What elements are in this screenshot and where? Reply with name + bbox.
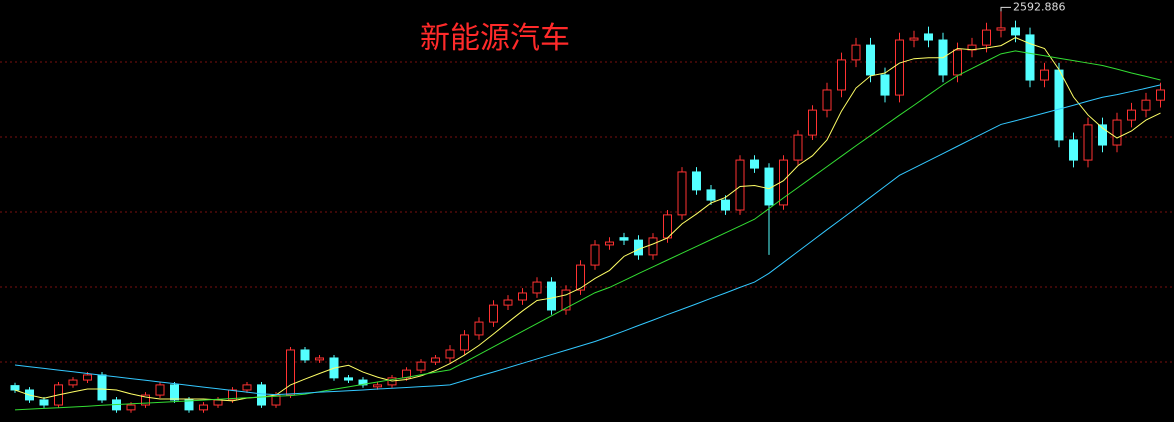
candle-body — [590, 244, 600, 266]
candle-body — [634, 239, 643, 256]
grid — [0, 61, 1174, 363]
candle-body — [561, 289, 571, 311]
candle-body — [141, 394, 150, 406]
candle-body — [851, 44, 861, 61]
candle-body — [184, 399, 194, 411]
candle-body — [68, 379, 78, 386]
candle-body — [126, 404, 136, 411]
candle-body — [721, 199, 730, 211]
candle-body — [909, 37, 919, 41]
candle-body — [1156, 89, 1165, 101]
candle-body — [663, 214, 672, 239]
candle-body — [286, 349, 295, 396]
candle-body — [1127, 109, 1136, 121]
candle-body — [1083, 124, 1093, 161]
candle-body — [576, 264, 585, 291]
candle-body — [315, 357, 324, 361]
candle-body — [1069, 139, 1078, 161]
candle-body — [735, 159, 745, 211]
moving-average-line — [14, 50, 1161, 411]
candle-body — [1112, 119, 1122, 146]
candle-body — [837, 59, 846, 91]
moving-average-line — [14, 37, 1161, 402]
candle-body — [895, 39, 904, 96]
candle-body — [808, 109, 817, 136]
candle-body — [431, 357, 440, 363]
candle-body — [257, 384, 266, 406]
candle-body — [1054, 69, 1064, 141]
candle-body — [1040, 69, 1049, 81]
candle-body — [953, 49, 962, 76]
candle-body — [924, 33, 933, 41]
candle-body — [445, 349, 455, 359]
candle-body — [199, 404, 208, 411]
candle-body — [532, 281, 542, 294]
candle-body — [764, 167, 774, 206]
chart-title: 新能源汽车 — [420, 21, 570, 56]
candle-body — [1025, 34, 1035, 81]
candle-body — [213, 399, 223, 406]
candle-body — [793, 134, 803, 161]
candle-body — [619, 237, 629, 241]
candle-body — [648, 237, 658, 256]
candle-body — [822, 89, 832, 111]
candle-body — [489, 304, 498, 323]
candle-body — [155, 384, 165, 396]
candle-body — [474, 321, 484, 336]
candle-body — [605, 241, 614, 246]
candle-body — [518, 292, 527, 301]
candle-body — [982, 29, 991, 46]
candle-body — [1011, 27, 1020, 36]
candle-body — [10, 385, 20, 391]
candle-body — [83, 374, 92, 381]
max-price-label: 2592.886 — [1013, 0, 1066, 13]
candle-body — [547, 281, 556, 311]
candle-body — [416, 361, 426, 371]
candle-body — [373, 384, 382, 388]
candle-body — [677, 171, 687, 216]
candle-body — [460, 334, 469, 351]
candle-body — [39, 399, 49, 406]
candle-body — [1141, 99, 1151, 111]
candle-body — [996, 27, 1006, 31]
candle-body — [344, 377, 353, 381]
candle-body — [1098, 124, 1107, 146]
candle-body — [880, 74, 890, 96]
moving-average-line — [14, 84, 1161, 396]
candle-body — [750, 159, 759, 169]
max-marker-line — [1000, 6, 1011, 12]
candle-body — [706, 189, 716, 201]
candle-body — [503, 299, 513, 306]
candle-body — [866, 44, 875, 76]
candle-body — [170, 384, 179, 401]
candle-body — [300, 349, 310, 361]
candle-body — [97, 374, 107, 401]
candle-body — [242, 384, 252, 391]
candle-body — [692, 171, 701, 191]
